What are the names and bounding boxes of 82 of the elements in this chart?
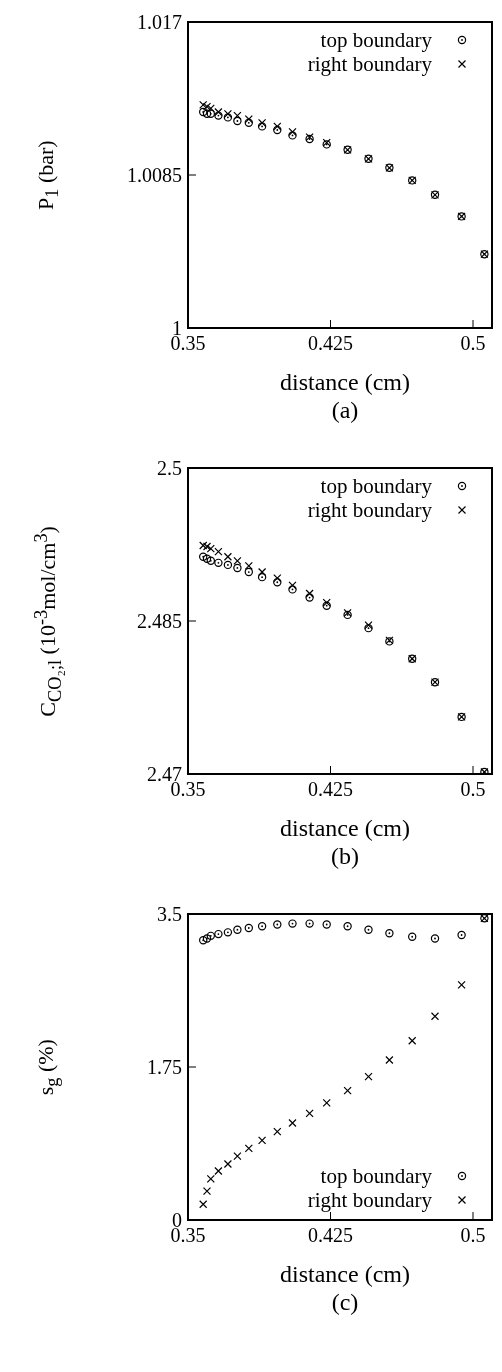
- point: [214, 929, 223, 939]
- point: [244, 115, 253, 124]
- point: [199, 100, 208, 109]
- point: [257, 922, 267, 931]
- point: [206, 931, 215, 941]
- legend-label: right boundary: [307, 52, 433, 77]
- point: [273, 125, 282, 135]
- y-tick-label: 1.75: [147, 1056, 182, 1079]
- point: [457, 980, 466, 989]
- point: [430, 934, 440, 943]
- point: [214, 1166, 223, 1176]
- point: [223, 560, 233, 570]
- point: [233, 563, 242, 573]
- point: [223, 1159, 232, 1169]
- point: [288, 127, 297, 136]
- point: [202, 934, 212, 943]
- point: [202, 102, 212, 111]
- point: [206, 104, 215, 113]
- point: [364, 1072, 373, 1081]
- point: [385, 1055, 394, 1065]
- point: [202, 1187, 212, 1196]
- x-tick-label: 0.425: [308, 778, 353, 801]
- y-tick-label: 2.485: [137, 610, 182, 633]
- point: [343, 1086, 352, 1095]
- point: [273, 574, 282, 583]
- y-tick-label: 2.5: [157, 457, 182, 480]
- x-axis-title: distance (cm): [279, 814, 411, 842]
- x-tick-label: 0.425: [308, 1224, 353, 1247]
- text: (a): [330, 396, 360, 424]
- point: [244, 567, 253, 577]
- legend-label: right boundary: [307, 1188, 433, 1213]
- point: [430, 1012, 440, 1021]
- point: [273, 1127, 282, 1136]
- point: [408, 1036, 417, 1045]
- point: [214, 558, 223, 568]
- point: [258, 118, 267, 127]
- point: [288, 1118, 297, 1128]
- point: [233, 116, 242, 126]
- point: [322, 1098, 331, 1107]
- x-axis-title: distance (cm): [279, 368, 411, 396]
- point: [273, 122, 282, 131]
- y-tick-label: 3.5: [157, 903, 182, 926]
- y-tick-label: 1.017: [137, 11, 182, 34]
- point: [244, 923, 253, 933]
- point: [343, 608, 352, 617]
- point: [322, 598, 331, 607]
- legend-label: top boundary: [320, 474, 433, 499]
- point: [244, 1144, 253, 1153]
- legend-label: top boundary: [320, 28, 433, 53]
- text: (c): [330, 1288, 360, 1316]
- point: [288, 581, 297, 590]
- point: [457, 930, 466, 940]
- point: [199, 1200, 208, 1209]
- point: [233, 1152, 242, 1161]
- point: [223, 113, 233, 122]
- x-tick-label: 0.5: [460, 332, 486, 355]
- point: [206, 1174, 215, 1184]
- legend-label: top boundary: [320, 1164, 433, 1189]
- point: [257, 572, 267, 582]
- point: [364, 620, 373, 630]
- legend-label: right boundary: [307, 498, 433, 523]
- point: [223, 928, 233, 937]
- x-tick-label: 0.5: [460, 778, 486, 801]
- x-axis-title: distance (cm): [279, 1260, 411, 1288]
- point: [257, 122, 267, 131]
- point: [305, 1109, 314, 1118]
- point: [305, 589, 314, 598]
- point: [199, 107, 208, 117]
- point: [206, 556, 215, 566]
- point: [343, 610, 352, 620]
- point: [223, 552, 232, 561]
- y-tick-label: 1.0085: [127, 164, 182, 187]
- x-tick-label: 0.5: [460, 1224, 486, 1247]
- point: [258, 567, 267, 577]
- point: [258, 1136, 267, 1145]
- point: [202, 554, 212, 563]
- x-tick-label: 0.425: [308, 332, 353, 355]
- point: [202, 109, 212, 118]
- point: [233, 556, 242, 565]
- text: (b): [330, 842, 360, 870]
- point: [364, 623, 373, 633]
- point: [244, 561, 253, 571]
